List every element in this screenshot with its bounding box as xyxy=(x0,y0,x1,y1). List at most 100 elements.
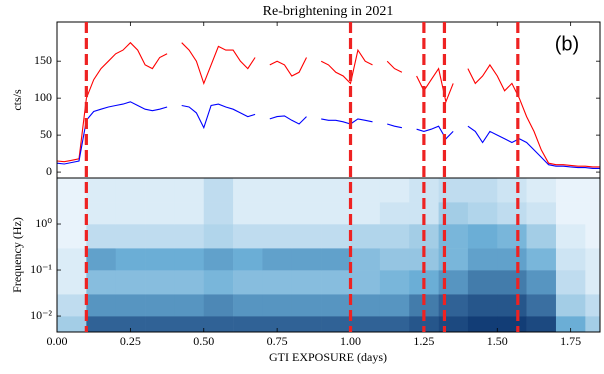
heat-cell xyxy=(233,270,263,295)
heat-cell xyxy=(585,202,601,225)
heat-cell xyxy=(321,248,351,271)
heat-cell xyxy=(526,270,557,295)
y-tick-label: 0 xyxy=(46,164,52,178)
heat-cell xyxy=(145,248,175,271)
heat-cell xyxy=(145,224,175,249)
heat-cell xyxy=(291,316,322,333)
heat-cell xyxy=(467,316,498,333)
heat-cell xyxy=(379,316,410,333)
heat-cell xyxy=(585,224,601,249)
y-tick-label: 150 xyxy=(34,53,52,67)
heat-cell xyxy=(262,248,293,271)
heat-cell xyxy=(555,248,586,271)
heat-cell xyxy=(291,224,322,249)
heat-cell xyxy=(467,294,498,317)
heat-cell xyxy=(115,270,146,295)
y-tick-label: 50 xyxy=(40,127,52,141)
heat-cell xyxy=(86,224,117,249)
heat-cell xyxy=(145,316,175,333)
heat-cell xyxy=(174,248,205,271)
heat-cell xyxy=(350,178,381,203)
heat-cell xyxy=(467,248,498,271)
heat-cell xyxy=(467,270,498,295)
heat-cell xyxy=(86,294,117,317)
heat-cell xyxy=(203,270,234,295)
heat-cell xyxy=(409,202,439,225)
heat-cell xyxy=(379,202,410,225)
heat-cell xyxy=(409,294,439,317)
x-tick-label: 1.50 xyxy=(487,334,508,348)
heat-cell xyxy=(321,224,351,249)
annotation: (b) xyxy=(555,33,579,55)
x-tick-label: 0.25 xyxy=(120,334,141,348)
heat-cell xyxy=(585,270,601,295)
heat-cell xyxy=(585,248,601,271)
x-tick-label: 1.75 xyxy=(560,334,581,348)
x-axis-label: GTI EXPOSURE (days) xyxy=(269,350,387,364)
heat-cell xyxy=(86,248,117,271)
heat-cell xyxy=(585,316,601,333)
heat-cell xyxy=(57,270,87,295)
chart-title: Re-brightening in 2021 xyxy=(263,4,394,19)
heat-cell xyxy=(115,202,146,225)
heat-cell xyxy=(174,270,205,295)
heat-cell xyxy=(57,178,87,203)
heat-cell xyxy=(321,178,351,203)
heat-cell xyxy=(555,224,586,249)
x-tick-label: 0.50 xyxy=(193,334,214,348)
y-axis-label: cts/s xyxy=(10,89,24,111)
heat-cell xyxy=(350,294,381,317)
heat-cell xyxy=(350,224,381,249)
heat-cell xyxy=(379,248,410,271)
heat-cell xyxy=(233,294,263,317)
heat-cell xyxy=(497,270,527,295)
heat-cell xyxy=(57,316,87,333)
plot-layer: 0 50 100 150 10⁻² 10⁻¹ 10⁰ 0.00 0.25 0.50 0.75 1.00… xyxy=(30,21,601,348)
heat-cell xyxy=(174,316,205,333)
heat-cell xyxy=(555,202,586,225)
heat-cell xyxy=(379,224,410,249)
heat-cell xyxy=(145,270,175,295)
heat-cell xyxy=(262,294,293,317)
y-tick-label: 100 xyxy=(34,90,52,104)
heat-cell xyxy=(555,270,586,295)
heat-cell xyxy=(203,316,234,333)
heat-cell xyxy=(321,294,351,317)
data-line xyxy=(56,41,600,168)
heat-cell xyxy=(233,316,263,333)
heat-cell xyxy=(174,224,205,249)
heat-cell xyxy=(115,294,146,317)
heat-cell xyxy=(145,202,175,225)
heat-cell xyxy=(555,178,586,203)
heat-cell xyxy=(86,316,117,333)
heat-cell xyxy=(321,270,351,295)
heat-cell xyxy=(467,224,498,249)
heat-cell xyxy=(526,202,557,225)
heat-cell xyxy=(379,178,410,203)
heat-cell xyxy=(291,178,322,203)
heat-cell xyxy=(350,270,381,295)
heat-cell xyxy=(526,316,557,333)
heat-cell xyxy=(497,202,527,225)
heat-cell xyxy=(497,224,527,249)
y-axis-label: Frequency (Hz) xyxy=(10,217,24,293)
heat-cell xyxy=(262,202,293,225)
y-tick-label: 10⁻² xyxy=(30,308,52,322)
heat-cell xyxy=(585,178,601,203)
heat-cell xyxy=(233,202,263,225)
heat-cell xyxy=(57,224,87,249)
heat-cell xyxy=(350,248,381,271)
x-tick-label: 1.00 xyxy=(340,334,361,348)
data-line xyxy=(56,101,600,169)
heat-cell xyxy=(262,270,293,295)
x-tick-label: 0.75 xyxy=(267,334,288,348)
heat-cell xyxy=(262,224,293,249)
heat-cell xyxy=(526,178,557,203)
heat-cell xyxy=(467,178,498,203)
heat-cell xyxy=(555,316,586,333)
heat-cell xyxy=(262,178,293,203)
heat-cell xyxy=(203,202,234,225)
heat-cell xyxy=(86,202,117,225)
heat-cell xyxy=(115,178,146,203)
